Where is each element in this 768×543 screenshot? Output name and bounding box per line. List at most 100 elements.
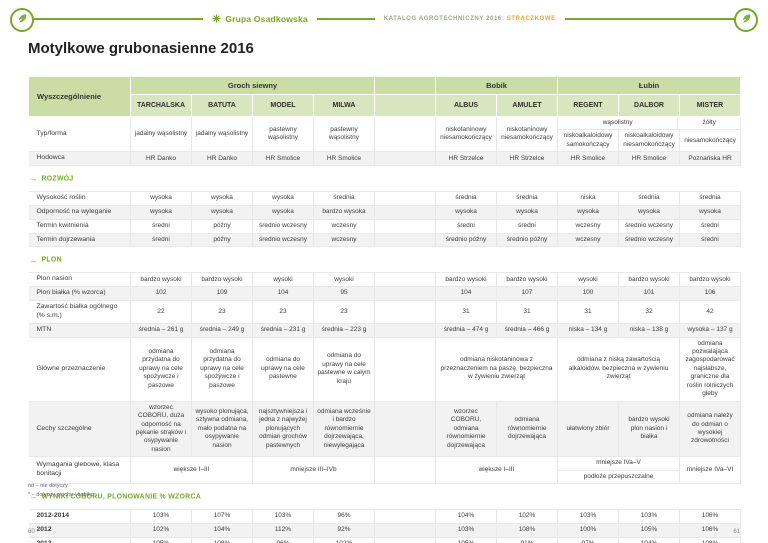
table-row: 2012-2014 103% 107% 103% 96% 104% 102% 103% 103%… [28, 509, 742, 524]
table-cell: mniejsze IVa–VI [678, 456, 742, 485]
section-arrow-icon: → [29, 255, 38, 265]
table-cell: średnio późny [496, 232, 558, 248]
catalog-label: KATALOG AGROTECHNICZNY 2016: [383, 16, 505, 22]
group-header-spacer [374, 76, 436, 95]
table-row: Odporność na wyleganie wysoka wysoka wysoka… [28, 204, 742, 220]
group-header: Bobik [435, 76, 558, 95]
footnote: nd – nie dotyczy [28, 483, 68, 489]
table-cell: 105% [435, 536, 497, 543]
group-header: Łubin [556, 76, 742, 95]
spacer-cell [374, 300, 436, 324]
table-cell: 108% [191, 536, 253, 543]
table-cell: większe I–III [435, 456, 558, 485]
top-bar: Grupa Osadkowska KATALOG AGROTECHNICZNY … [10, 8, 758, 32]
table-cell: odmiana przydatna do uprawy na cele spoż… [130, 336, 192, 402]
table-cell: 105% [618, 522, 680, 538]
section-header-cell: → ROZWÓJ [28, 165, 741, 192]
row-label: Wysokość roślin [28, 191, 131, 206]
spacer-cell [374, 232, 436, 248]
table-cell: niska – 138 g [618, 322, 680, 338]
table-cell: średnia – 466 g [496, 322, 558, 338]
table-cell: wczesny [313, 218, 375, 234]
section-header-row: → WYNIKI COBORU, PLONOWANIE % WZORCA [28, 483, 741, 510]
table-cell: wysoka [130, 204, 192, 220]
row-label: 2012 [28, 522, 131, 538]
table-cell: 107% [191, 509, 253, 524]
stacked-cell: mniejsze IVa–V podłoże przepuszczalne [557, 456, 680, 485]
table-cell: 103% [435, 522, 497, 538]
spacer-cell [374, 151, 436, 167]
spacer-cell [374, 322, 436, 338]
table-cell: wysoki [252, 272, 314, 288]
table-cell: większe I–III [130, 456, 253, 485]
table-cell: odmiana wcześnie i bardzo równomiernie d… [313, 400, 375, 458]
table-cell: średnio późny [435, 232, 497, 248]
variety-header: ALBUS [435, 94, 497, 117]
split-cell-part: wąsolistny [558, 117, 679, 130]
section-header-cell: → WYNIKI COBORU, PLONOWANIE % WZORCA [28, 483, 741, 510]
table-cell: jadalny wąsolistny [191, 115, 253, 153]
table-cell: wczesny [557, 232, 619, 248]
leaf-icon [17, 11, 28, 29]
table-wrap: Wyszczególnienie Groch siewny Bobik Łubin TA… [28, 76, 742, 543]
row-label: Plon nasion [28, 272, 131, 288]
table-row: Główne przeznaczenie odmiana przydatna do… [28, 336, 742, 402]
table-cell: średni [130, 232, 192, 248]
table-row: Plon nasion bardzo wysoki bardzo wysoki wys… [28, 272, 742, 288]
table-cell: późny [191, 218, 253, 234]
table-row: Termin dojrzewania średni późny średnio wcz… [28, 232, 742, 248]
table-cell: wysoka [130, 191, 192, 206]
row-label: 2013 [28, 536, 131, 543]
table-cell: odmiana równomiernie dojrzewająca [496, 400, 558, 458]
table-cell: wysoki [557, 272, 619, 288]
table-cell: wysoka [191, 204, 253, 220]
table-cell: średnia [678, 191, 742, 206]
table-row: 2013105%108%96%102%105%91%97%104%108% [28, 536, 742, 543]
table-cell: 105% [130, 536, 192, 543]
brand: Grupa Osadkowska [203, 13, 317, 25]
spacer-cell [374, 286, 436, 302]
table-cell: odmiana przydatna do uprawy na cele spoż… [191, 336, 253, 402]
table-cell: odmiana do uprawy na cele pastewne [252, 336, 314, 402]
table-cell: HR Strzelce [496, 151, 558, 167]
row-label: Hodowca [28, 151, 131, 167]
table-cell: średnio wczesny [618, 218, 680, 234]
row-label: Plon białka (% wzorca) [28, 286, 131, 302]
section-header-row: → ROZWÓJ [28, 165, 741, 192]
leaf-badge-right [734, 8, 758, 32]
table-cell: HR Smolice [557, 151, 619, 167]
table-cell: 42 [678, 300, 742, 324]
table-cell: średni [435, 218, 497, 234]
variety-header-spacer [374, 94, 436, 117]
table-cell: 103% [557, 509, 619, 524]
table-cell: wysoka [435, 204, 497, 220]
table-cell: bardzo wysoki plon nasion i białka [618, 400, 680, 458]
split-top-row: wąsolistny żółty [558, 117, 741, 131]
section-label: PLON [41, 256, 62, 264]
table-cell: wczesny [557, 218, 619, 234]
table-cell: niskotaninowy niesamokończący [496, 115, 558, 153]
table-cell: bardzo wysoki [618, 272, 680, 288]
table-cell: odmiana do uprawy na cele pastewne w cał… [313, 336, 375, 402]
table-cell: 104 [252, 286, 314, 302]
table-cell: 100% [557, 522, 619, 538]
table-cell: mniejsze III–IVb [252, 456, 375, 485]
variety-header: TARCHALSKA [130, 94, 192, 117]
table-cell: średnia [496, 191, 558, 206]
page-number-left: 60 [28, 529, 35, 535]
stacked-line: mniejsze IVa–V [596, 459, 641, 467]
table-cell: niska [557, 191, 619, 206]
variety-header: MILWA [313, 94, 375, 117]
spacer-cell [374, 191, 436, 206]
table-cell: wysoka [252, 204, 314, 220]
table-cell: pastewny wąsolistny [252, 115, 314, 153]
table-cell: 106% [678, 509, 742, 524]
table-row: Plon białka (% wzorca) 102 109 104 95 104 107 1… [28, 286, 742, 302]
table-cell: 31 [496, 300, 558, 324]
split-cell-part: żółty [702, 119, 716, 126]
table-cell: 32 [618, 300, 680, 324]
table-cell: bardzo wysoki [496, 272, 558, 288]
table-row: 2012 102% 104% 112% 92% 103% 108% 100% 105% 106% [28, 522, 742, 538]
table-cell: późny [191, 232, 253, 248]
